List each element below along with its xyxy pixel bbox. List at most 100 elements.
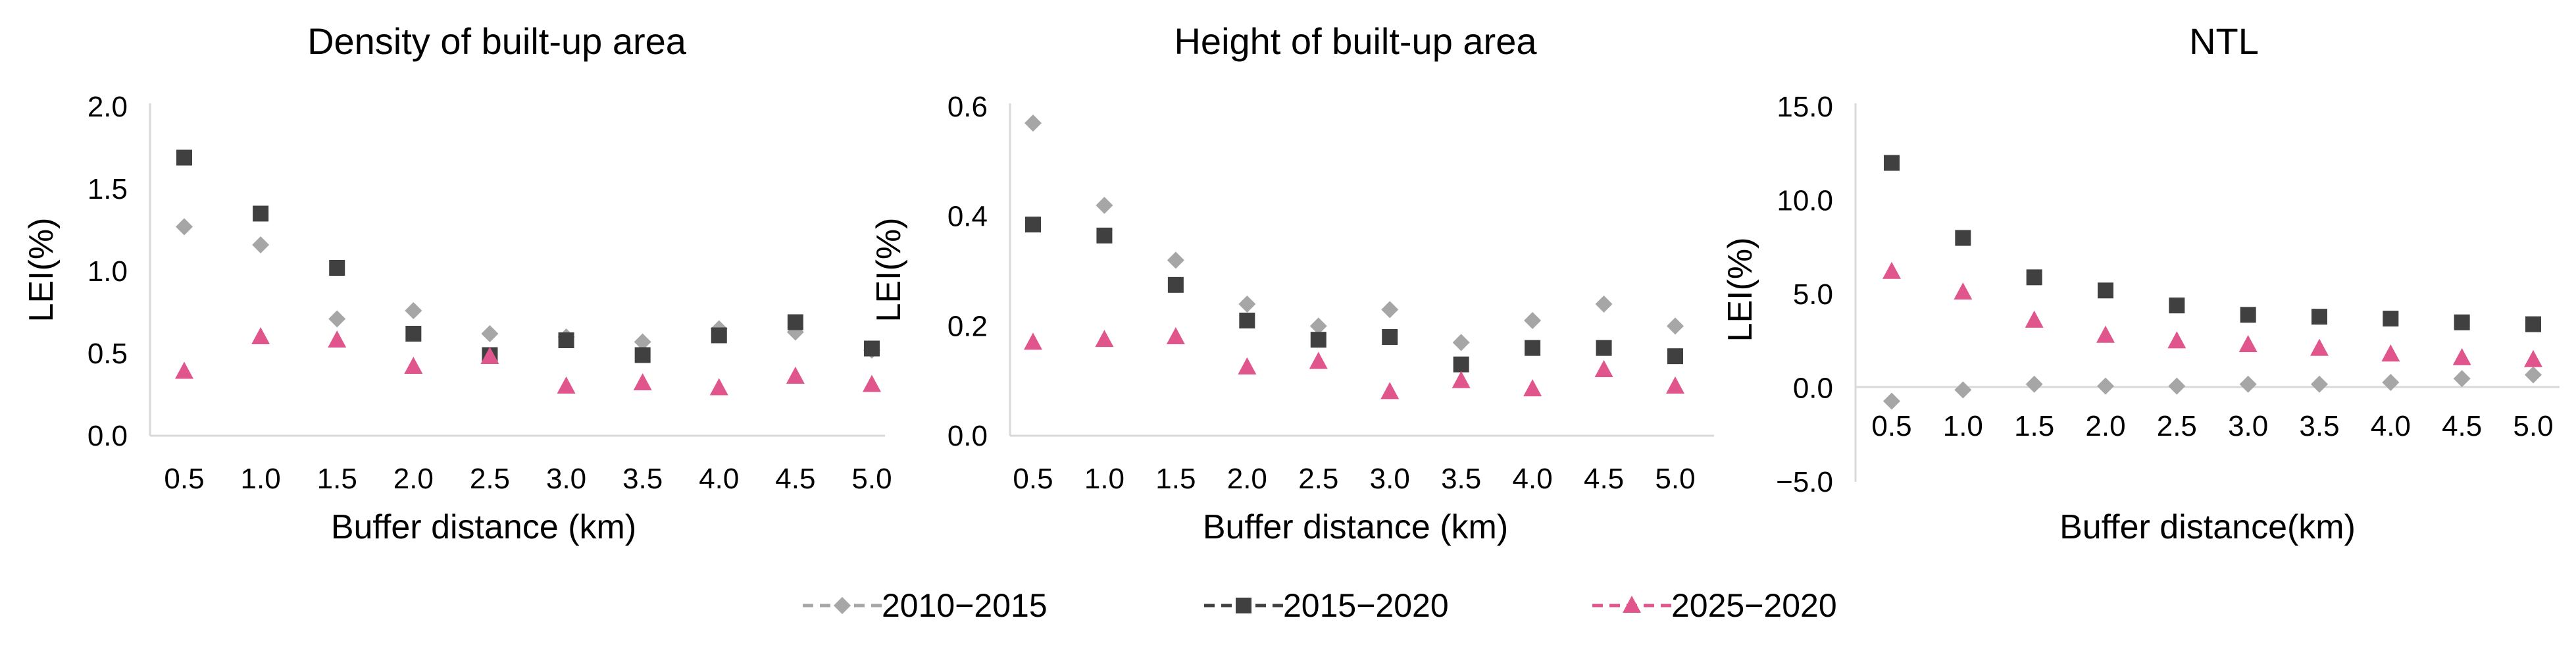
data-point xyxy=(2310,338,2329,356)
data-point xyxy=(1024,115,1042,132)
data-point xyxy=(1167,251,1184,269)
series-1 xyxy=(1883,367,2542,410)
y-tick-label: 15.0 xyxy=(1777,91,1833,123)
chart-title: Height of built-up area xyxy=(1174,20,1537,62)
data-point xyxy=(1954,381,1972,399)
data-point xyxy=(1309,317,1327,335)
x-tick-label: 1.5 xyxy=(317,463,357,495)
x-tick-label: 5.0 xyxy=(851,463,892,495)
data-point xyxy=(253,205,269,222)
x-tick-label: 5.0 xyxy=(1655,463,1695,495)
x-tick-label: 2.0 xyxy=(393,463,434,495)
x-tick-label: 4.5 xyxy=(775,463,815,495)
data-point xyxy=(1096,197,1113,214)
data-point xyxy=(1096,227,1113,244)
y-axis-title: LEI(%) xyxy=(1721,238,1759,342)
x-tick-label: 1.5 xyxy=(2014,410,2054,442)
y-axis-title: LEI(%) xyxy=(22,218,61,323)
data-point xyxy=(557,376,576,394)
data-point xyxy=(1025,217,1041,233)
data-point xyxy=(633,373,652,390)
data-point xyxy=(1381,301,1399,319)
data-point xyxy=(2453,370,2471,388)
chart-height: Height of built-up area LEI(%) Buffer di… xyxy=(870,20,1714,546)
data-point xyxy=(2382,373,2400,391)
x-tick-label: 0.5 xyxy=(1013,463,1053,495)
data-point xyxy=(2452,348,2471,365)
x-tick-label: 4.5 xyxy=(2442,410,2482,442)
x-tick-label: 1.0 xyxy=(241,463,281,495)
data-point xyxy=(1594,360,1613,377)
data-point xyxy=(1166,327,1185,344)
data-point xyxy=(175,361,193,379)
data-point xyxy=(2026,269,2042,286)
data-point xyxy=(405,302,422,319)
data-point xyxy=(404,357,423,374)
x-tick-label: 0.5 xyxy=(1871,410,1911,442)
data-point xyxy=(2025,375,2043,393)
y-tick-label: 0.0 xyxy=(1793,373,1833,405)
data-point xyxy=(1523,379,1542,397)
data-point xyxy=(2167,331,2186,349)
data-point xyxy=(251,327,270,344)
data-point xyxy=(1955,230,1971,246)
data-point xyxy=(1238,296,1256,313)
series-2 xyxy=(1884,155,2541,332)
x-tick-label: 3.0 xyxy=(1370,463,1410,495)
x-axis-title: Buffer distance (km) xyxy=(1203,508,1508,546)
data-point xyxy=(634,333,651,351)
series-2 xyxy=(1025,217,1683,373)
chart-title: Density of built-up area xyxy=(307,20,687,62)
data-point xyxy=(1884,155,1900,171)
series-3 xyxy=(175,327,881,396)
data-point xyxy=(2240,307,2256,323)
x-tick-label: 3.5 xyxy=(622,463,663,495)
x-tick-label: 4.0 xyxy=(1513,463,1553,495)
data-point xyxy=(1167,276,1184,293)
x-tick-label: 2.5 xyxy=(2157,410,2197,442)
data-point xyxy=(1667,317,1684,335)
legend-label: 2015−2020 xyxy=(1283,587,1449,624)
data-point xyxy=(2381,344,2400,362)
data-point xyxy=(864,340,880,357)
data-point xyxy=(2311,309,2327,325)
x-tick-label: 0.5 xyxy=(164,463,204,495)
series-1 xyxy=(1024,115,1684,351)
legend-item: 2015−2020 xyxy=(1204,587,1449,624)
y-tick-label: −5.0 xyxy=(1776,466,1833,498)
data-point xyxy=(480,347,499,364)
x-tick-label: 1.0 xyxy=(1084,463,1124,495)
data-point xyxy=(1452,371,1471,388)
y-tick-label: 0.2 xyxy=(947,310,988,342)
x-axis-title: Buffer distance(km) xyxy=(2059,508,2356,546)
data-point xyxy=(328,330,347,348)
data-point xyxy=(1095,330,1114,348)
data-point xyxy=(1452,334,1470,351)
data-point xyxy=(1310,332,1326,348)
chart-density: Density of built-up area LEI(%) Buffer d… xyxy=(22,20,892,546)
data-point xyxy=(1309,351,1328,369)
data-point xyxy=(2454,314,2470,330)
data-point xyxy=(405,326,422,342)
x-tick-label: 2.0 xyxy=(1227,463,1267,495)
data-point xyxy=(2025,310,2044,328)
legend-marker xyxy=(1623,596,1641,613)
data-point xyxy=(2524,349,2542,367)
y-tick-label: 0.6 xyxy=(947,91,988,123)
chart-title: NTL xyxy=(2189,20,2259,62)
data-point xyxy=(2098,282,2113,299)
legend-item: 2025−2020 xyxy=(1592,587,1837,624)
data-point xyxy=(1596,340,1612,356)
legend-label: 2010−2015 xyxy=(882,587,1048,624)
x-axis-title: Buffer distance (km) xyxy=(331,508,636,546)
y-tick-label: 10.0 xyxy=(1777,185,1833,217)
y-tick-label: 0.4 xyxy=(947,201,988,233)
data-point xyxy=(1667,348,1683,365)
y-tick-label: 0.5 xyxy=(88,338,128,370)
data-point xyxy=(1882,261,1901,279)
data-point xyxy=(252,236,270,253)
data-point xyxy=(2311,375,2328,393)
x-tick-label: 3.5 xyxy=(1441,463,1481,495)
series-2 xyxy=(176,150,880,363)
